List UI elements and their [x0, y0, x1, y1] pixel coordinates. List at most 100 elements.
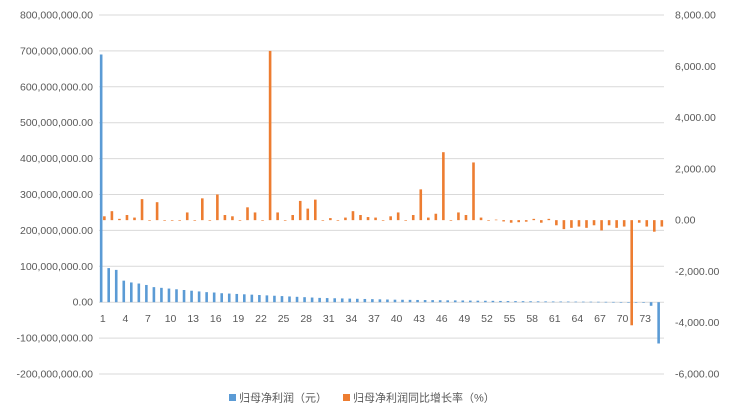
bar-net-profit	[484, 300, 487, 303]
bar-growth-rate	[479, 217, 483, 221]
bar-net-profit	[250, 294, 254, 303]
bar-growth-rate	[396, 212, 400, 221]
bar-growth-rate	[637, 220, 641, 223]
bar-growth-rate	[630, 220, 633, 326]
bar-net-profit	[152, 287, 156, 303]
bar-net-profit	[371, 299, 374, 303]
bar-net-profit	[574, 301, 578, 303]
bar-growth-rate	[653, 220, 656, 232]
bar-growth-rate	[223, 215, 227, 221]
x-tick-label: 40	[391, 313, 403, 325]
bar-growth-rate	[185, 212, 189, 221]
bar-growth-rate	[163, 220, 166, 221]
bar-growth-rate	[216, 194, 219, 221]
bar-net-profit	[559, 301, 562, 303]
bar-growth-rate	[502, 220, 505, 222]
x-tick-label: 43	[413, 313, 425, 325]
right-tick-label: 8,000.00	[675, 10, 716, 22]
legend-label-growth-rate: 归母净利润同比增长率（%）	[353, 391, 495, 405]
bar-net-profit	[642, 302, 645, 303]
bar-growth-rate	[562, 220, 566, 230]
right-tick-label: 4,000.00	[675, 112, 716, 124]
legend: 归母净利润（元） 归母净利润同比增长率（%）	[229, 391, 495, 405]
bar-growth-rate	[524, 220, 528, 222]
bar-growth-rate	[155, 202, 159, 221]
right-tick-label: -4,000.00	[675, 317, 720, 329]
bar-net-profit	[476, 300, 480, 303]
x-tick-label: 49	[459, 313, 471, 325]
bar-net-profit	[220, 293, 223, 303]
bar-growth-rate	[133, 217, 136, 221]
bar-growth-rate	[110, 211, 114, 221]
bar-net-profit	[566, 301, 570, 303]
bar-net-profit	[401, 299, 404, 303]
legend-label-net-profit: 归母净利润（元）	[239, 391, 327, 405]
bar-growth-rate	[555, 220, 558, 226]
left-tick-label: 500,000,000.00	[20, 117, 93, 129]
bar-net-profit	[273, 295, 276, 303]
bar-net-profit	[348, 298, 352, 303]
bar-growth-rate	[201, 198, 204, 221]
bar-net-profit	[122, 280, 126, 303]
bar-net-profit	[634, 302, 638, 303]
bar-growth-rate	[419, 189, 423, 221]
bar-net-profit	[160, 287, 163, 303]
bar-net-profit	[356, 298, 359, 303]
x-tick-label: 4	[122, 313, 128, 325]
bar-net-profit	[514, 301, 517, 303]
bar-growth-rate	[547, 218, 551, 221]
bar-growth-rate	[427, 217, 430, 221]
gridlines	[99, 14, 664, 375]
bar-net-profit	[393, 299, 397, 303]
bar-growth-rate	[359, 215, 362, 221]
bar-net-profit	[499, 300, 502, 303]
x-tick-label: 67	[594, 313, 606, 325]
bar-growth-rate	[148, 220, 151, 221]
x-tick-label: 37	[368, 313, 380, 325]
left-tick-label: 800,000,000.00	[20, 10, 93, 22]
bar-net-profit	[363, 298, 367, 303]
x-tick-label: 16	[210, 313, 222, 325]
right-tick-label: 2,000.00	[675, 163, 716, 175]
bar-net-profit	[107, 268, 110, 303]
series-growth-rate-bars	[103, 50, 664, 326]
left-tick-label: 300,000,000.00	[20, 189, 93, 201]
bar-growth-rate	[283, 220, 287, 221]
bar-growth-rate	[381, 220, 385, 221]
x-tick-label: 10	[165, 313, 177, 325]
bar-net-profit	[423, 300, 427, 303]
bar-growth-rate	[118, 218, 121, 221]
left-tick-label: 0.00	[73, 297, 94, 309]
bar-growth-rate	[321, 220, 325, 221]
bar-net-profit	[175, 289, 178, 303]
bar-growth-rate	[411, 215, 415, 221]
bar-growth-rate	[645, 220, 649, 227]
bar-net-profit	[205, 292, 208, 303]
bar-net-profit	[491, 300, 495, 303]
bar-net-profit	[197, 291, 201, 303]
bar-net-profit	[280, 296, 284, 303]
bar-growth-rate	[660, 220, 664, 227]
bar-net-profit	[333, 298, 336, 303]
bar-net-profit	[114, 269, 118, 303]
bar-net-profit	[243, 294, 246, 303]
left-axis-tick-labels: -200,000,000.00 -100,000,000.00 0.00 100,00…	[17, 10, 94, 381]
x-tick-label: 25	[278, 313, 290, 325]
bar-net-profit	[649, 302, 653, 306]
x-tick-label: 52	[481, 313, 493, 325]
bar-net-profit	[182, 289, 186, 303]
bar-growth-rate	[298, 200, 302, 221]
bar-growth-rate	[336, 220, 340, 221]
bar-growth-rate	[615, 220, 618, 228]
x-tick-label: 7	[145, 313, 151, 325]
bar-growth-rate	[170, 220, 174, 221]
bar-net-profit	[378, 299, 382, 303]
x-tick-label: 34	[346, 313, 358, 325]
bar-growth-rate	[276, 212, 279, 221]
bar-net-profit	[438, 300, 442, 303]
bar-net-profit	[529, 301, 532, 303]
right-axis-tick-labels: -6,000.00 -4,000.00 -2,000.00 0.00 2,000.00 4…	[675, 10, 720, 381]
bar-net-profit	[190, 290, 193, 303]
